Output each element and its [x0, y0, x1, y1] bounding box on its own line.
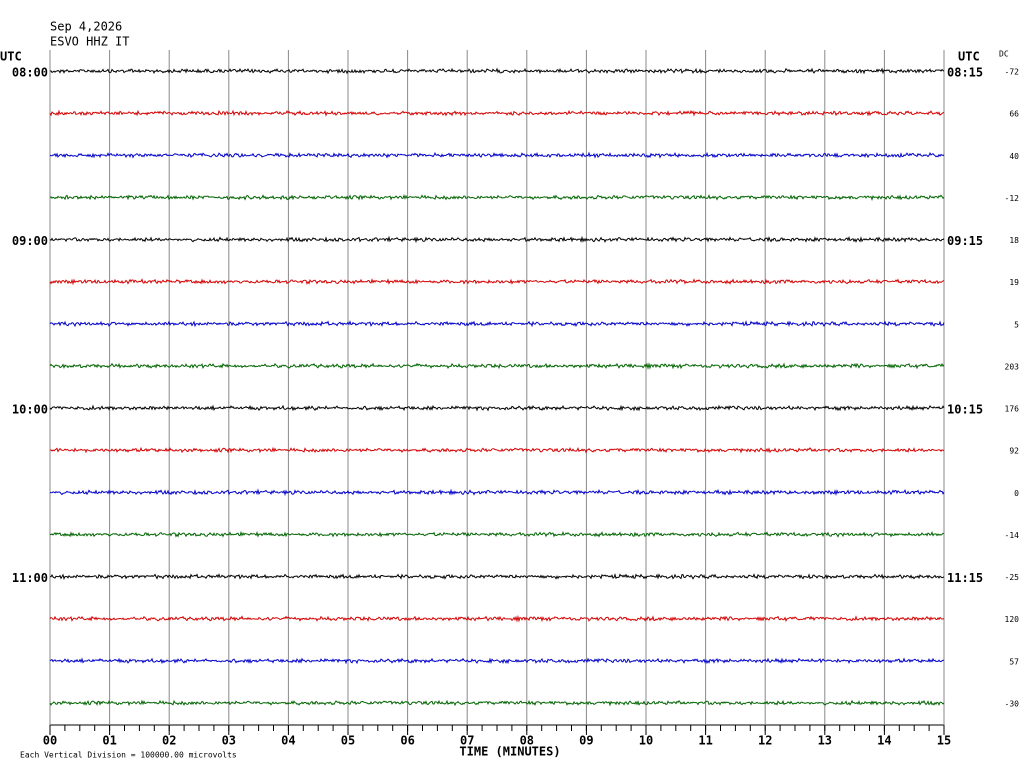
dc-value: 66 — [1009, 110, 1019, 119]
dc-value: -12 — [1005, 194, 1020, 203]
row-time-right: 10:15 — [947, 403, 983, 417]
dc-value: 5 — [1014, 320, 1019, 329]
trace — [49, 151, 945, 159]
dc-value: -25 — [1005, 573, 1020, 582]
trace — [49, 657, 945, 665]
trace — [49, 446, 945, 454]
station: ESVO HHZ IT — [50, 35, 129, 49]
dc-value: 120 — [1005, 615, 1020, 624]
trace — [49, 404, 945, 412]
row-time-left: 10:00 — [12, 403, 48, 417]
x-tick-label: 05 — [341, 734, 355, 748]
x-tick-label: 04 — [281, 734, 295, 748]
x-tick-label: 14 — [877, 734, 891, 748]
trace — [49, 235, 945, 244]
x-tick-label: 02 — [162, 734, 176, 748]
trace — [49, 614, 945, 623]
x-tick-label: 03 — [222, 734, 236, 748]
x-tick-label: 06 — [400, 734, 414, 748]
dc-value: 19 — [1009, 278, 1019, 287]
x-tick-label: 13 — [818, 734, 832, 748]
x-tick-label: 09 — [579, 734, 593, 748]
dc-value: 203 — [1005, 362, 1020, 371]
date: Sep 4,2026 — [50, 20, 122, 34]
trace — [49, 109, 945, 117]
trace — [49, 572, 945, 581]
footnote: Each Vertical Division = 100000.00 micro… — [20, 751, 237, 760]
x-tick-label: 15 — [937, 734, 951, 748]
trace — [49, 193, 945, 201]
dc-value: -14 — [1005, 531, 1020, 540]
row-time-left: 09:00 — [12, 234, 48, 248]
dc-value: 18 — [1009, 236, 1019, 245]
dc-value: 40 — [1009, 152, 1019, 161]
x-tick-label: 07 — [460, 734, 474, 748]
trace — [49, 320, 945, 328]
trace — [49, 362, 945, 370]
dc-value: -72 — [1005, 68, 1020, 77]
x-axis-label: TIME (MINUTES) — [459, 745, 560, 759]
x-tick-label: 11 — [698, 734, 712, 748]
trace — [49, 530, 945, 538]
row-time-right: 08:15 — [947, 66, 983, 80]
row-time-left: 11:00 — [12, 571, 48, 585]
row-time-right: 11:15 — [947, 571, 983, 585]
right-axis-label: UTC — [958, 50, 980, 64]
x-tick-label: 10 — [639, 734, 653, 748]
dc-value: -30 — [1005, 699, 1020, 708]
dc-value: 0 — [1014, 489, 1019, 498]
left-axis-label: UTC — [0, 50, 22, 64]
row-time-right: 09:15 — [947, 234, 983, 248]
dc-value: 92 — [1009, 447, 1019, 456]
x-tick-label: 00 — [43, 734, 57, 748]
trace — [49, 699, 945, 707]
x-tick-label: 01 — [102, 734, 116, 748]
x-tick-label: 12 — [758, 734, 772, 748]
row-time-left: 08:00 — [12, 66, 48, 80]
trace — [49, 67, 945, 75]
dc-value: 176 — [1005, 405, 1020, 414]
trace — [49, 278, 945, 286]
x-tick-label: 08 — [520, 734, 534, 748]
dc-label: DC — [999, 50, 1009, 59]
dc-value: 57 — [1009, 657, 1019, 666]
trace — [49, 488, 945, 497]
